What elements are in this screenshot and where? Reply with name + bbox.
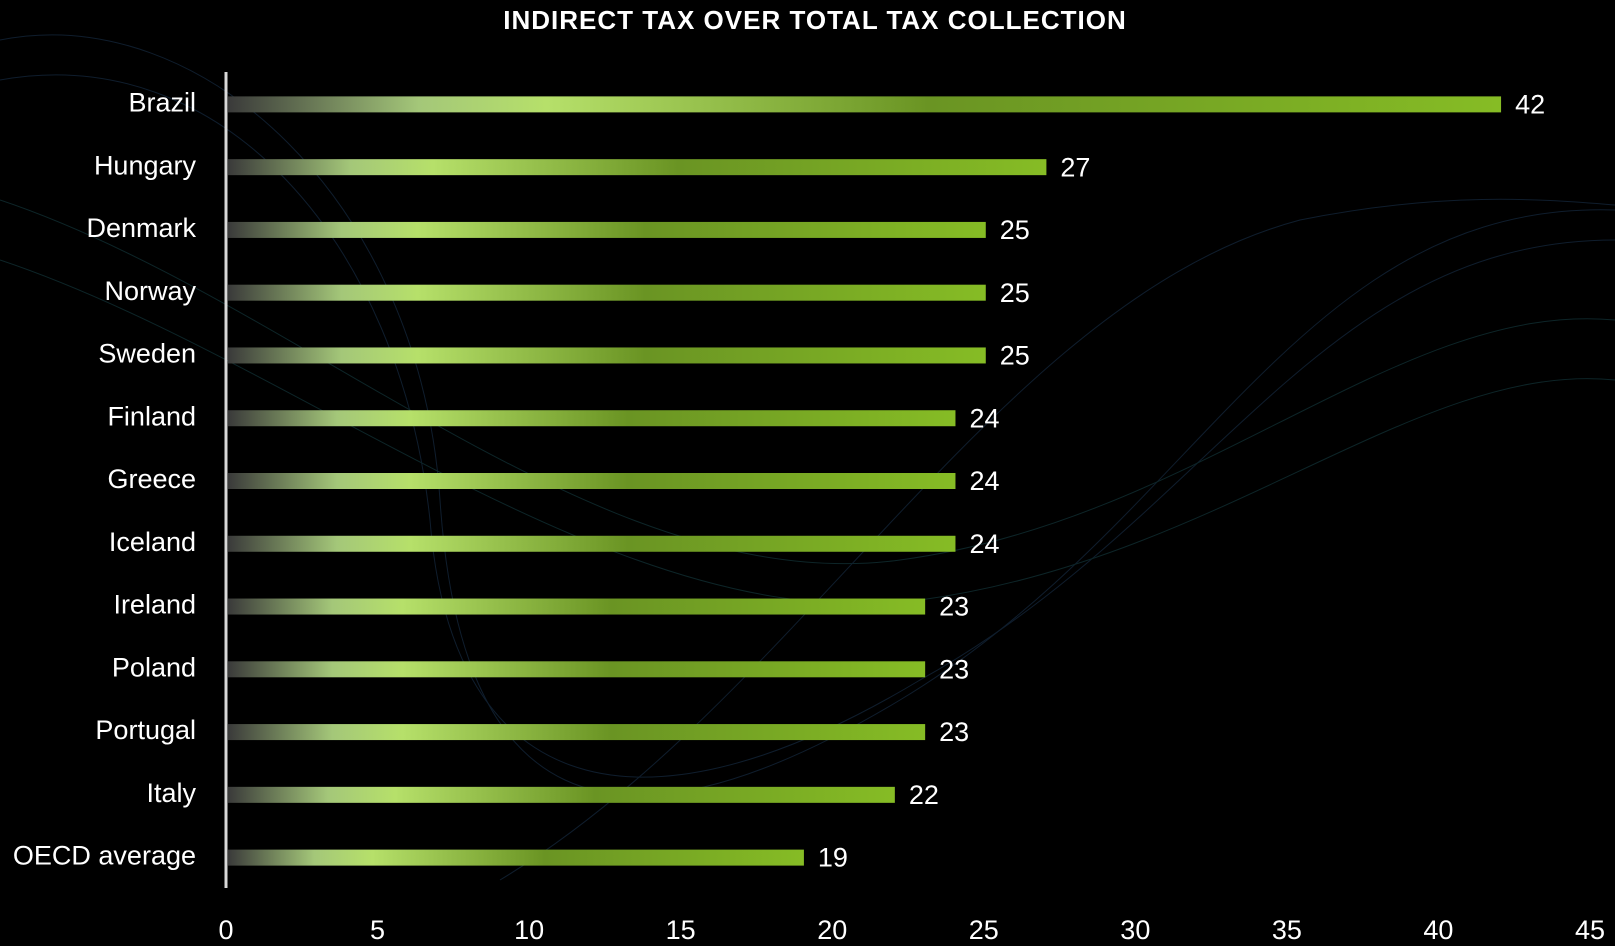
bar [228, 786, 895, 803]
y-tick-label: Greece [107, 464, 196, 494]
value-label: 23 [939, 654, 969, 684]
y-tick-label: Hungary [94, 150, 197, 180]
x-tick-label: 20 [817, 915, 847, 945]
chart-title: INDIRECT TAX OVER TOTAL TAX COLLECTION [503, 5, 1126, 35]
bar [228, 661, 926, 678]
bar [228, 473, 956, 489]
bar [228, 849, 804, 866]
y-tick-label: Denmark [86, 213, 196, 243]
y-tick-label: OECD average [13, 841, 196, 871]
x-tick-label: 15 [666, 915, 696, 945]
y-tick-label: Iceland [109, 527, 196, 557]
y-tick-label: Poland [112, 652, 196, 682]
x-tick-label: 45 [1575, 915, 1605, 945]
bar [228, 598, 926, 615]
bar [228, 284, 986, 301]
x-tick-label: 10 [514, 915, 544, 945]
value-label: 24 [969, 529, 999, 559]
bar [228, 724, 926, 741]
value-label: 25 [1000, 215, 1030, 245]
x-tick-label: 25 [969, 915, 999, 945]
y-tick-label: Sweden [98, 339, 196, 369]
y-tick-label: Norway [104, 276, 196, 306]
bar [228, 410, 956, 427]
y-tick-label: Finland [107, 401, 196, 431]
bar [228, 159, 1047, 176]
value-label: 23 [939, 592, 969, 622]
value-label: 23 [939, 717, 969, 747]
y-tick-label: Brazil [128, 88, 196, 118]
value-label: 25 [1000, 278, 1030, 308]
value-label: 24 [969, 403, 999, 433]
bar [228, 535, 956, 552]
y-tick-label: Portugal [95, 715, 196, 745]
y-tick-label: Italy [146, 778, 196, 808]
x-tick-label: 0 [218, 915, 233, 945]
x-tick-label: 30 [1120, 915, 1150, 945]
value-label: 19 [818, 843, 848, 873]
x-tick-label: 35 [1272, 915, 1302, 945]
value-label: 25 [1000, 341, 1030, 371]
value-label: 27 [1060, 152, 1090, 182]
value-label: 22 [909, 780, 939, 810]
value-label: 42 [1515, 90, 1545, 120]
bar [228, 221, 986, 238]
bar [228, 96, 1502, 113]
x-tick-label: 40 [1423, 915, 1453, 945]
value-label: 24 [969, 466, 999, 496]
bar [228, 347, 986, 364]
x-tick-label: 5 [370, 915, 385, 945]
y-tick-label: Ireland [113, 590, 196, 620]
